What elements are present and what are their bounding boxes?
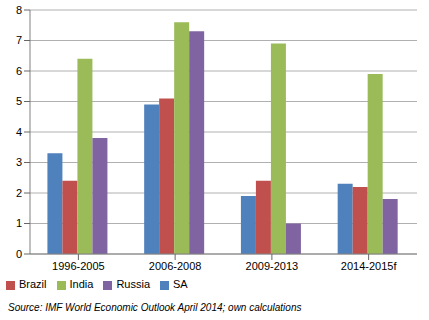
svg-text:6: 6 — [16, 65, 22, 77]
svg-text:3: 3 — [16, 156, 22, 168]
svg-text:2014-2015f: 2014-2015f — [341, 260, 398, 272]
svg-text:2009-2013: 2009-2013 — [246, 260, 299, 272]
svg-text:1996-2005: 1996-2005 — [52, 260, 105, 272]
svg-text:7: 7 — [16, 34, 22, 46]
html-text:Source: IMF World Economic Out: Source: IMF World Economic Outlook April… — [8, 302, 302, 313]
svg-text:2: 2 — [16, 187, 22, 199]
svg-text:4: 4 — [16, 126, 22, 138]
html-text:Brazil: Brazil — [19, 278, 47, 290]
html-text:SA: SA — [173, 278, 188, 290]
svg-text:0: 0 — [16, 248, 22, 260]
svg-text:1: 1 — [16, 217, 22, 229]
svg-text:2006-2008: 2006-2008 — [149, 260, 202, 272]
html-text:Russia: Russia — [116, 278, 150, 290]
svg-text:5: 5 — [16, 95, 22, 107]
svg-text:8: 8 — [16, 4, 22, 16]
html-text:India: India — [69, 278, 94, 290]
